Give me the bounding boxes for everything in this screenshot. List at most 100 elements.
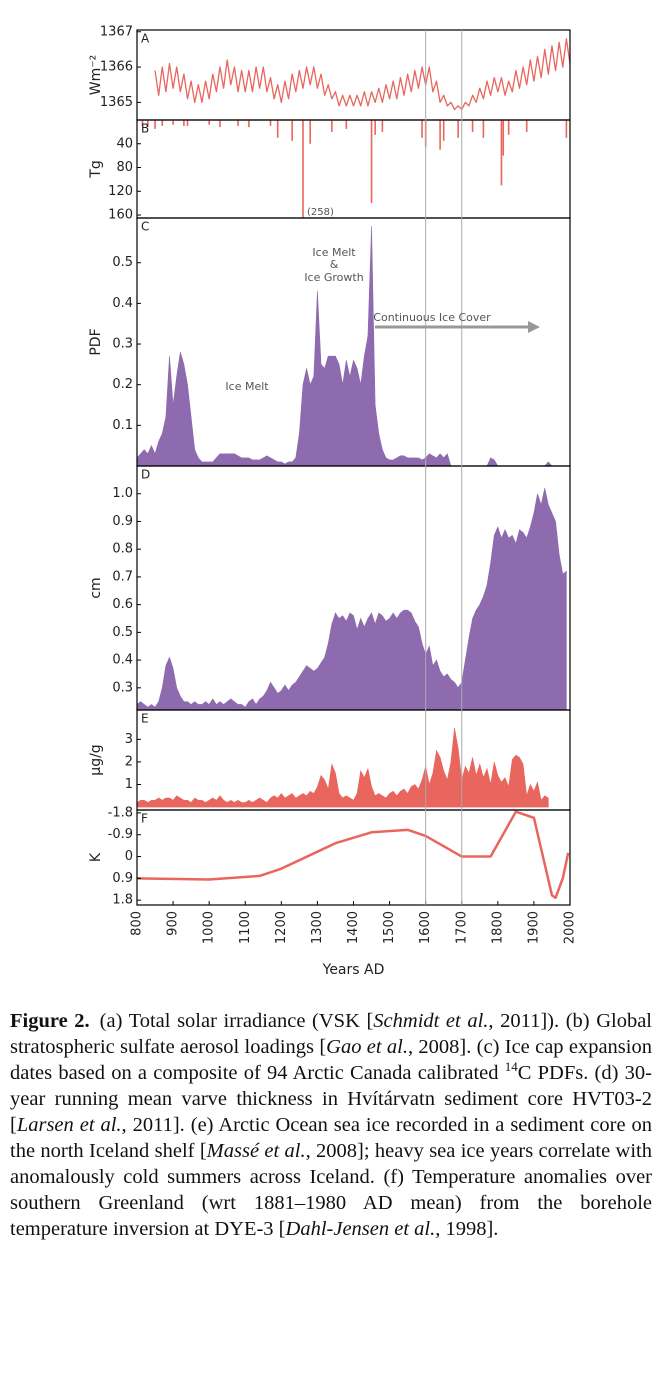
bar xyxy=(500,120,503,186)
caption-text: , 2011]. (e) Arctic Ocean sea ice record… xyxy=(10,1114,652,1162)
y-tick-label: 1366 xyxy=(100,60,133,75)
y-tick-label: 2 xyxy=(125,754,133,769)
caption: Figure 2. (a) Total solar irradiance (VSK… xyxy=(10,1008,652,1242)
bar xyxy=(186,120,189,126)
bar xyxy=(374,120,376,135)
x-axis-label: Years AD xyxy=(322,962,385,978)
x-tick-label: 800 xyxy=(130,911,145,936)
caption-text: C PDFs. (d) 30-year running mean varve t… xyxy=(10,1062,652,1136)
bar xyxy=(502,120,505,156)
y-axis-label: Tg xyxy=(88,160,104,178)
data-area xyxy=(137,488,567,710)
panel xyxy=(137,728,549,808)
y-tick-label: 0.3 xyxy=(112,337,133,352)
bar xyxy=(237,120,239,126)
panel xyxy=(137,810,570,899)
x-tick-label: 900 xyxy=(166,911,181,936)
y-axis-label: cm xyxy=(88,577,104,598)
y-axis-label: PDF xyxy=(88,328,104,355)
y-tick-label: 3 xyxy=(125,732,133,747)
y-tick-label: 0.5 xyxy=(112,255,133,270)
x-tick-label: 1300 xyxy=(310,911,325,944)
panel-frame xyxy=(136,809,571,906)
annotation: Ice Melt xyxy=(225,380,269,393)
caption-text: , 2008]; heavy sea ice years correlate w… xyxy=(10,1140,653,1240)
y-tick-label: 0 xyxy=(125,849,133,864)
y-tick-label: 0.5 xyxy=(112,625,133,640)
y-axis-label: µg/g xyxy=(88,744,104,775)
x-tick-label: 1700 xyxy=(454,911,469,944)
bar xyxy=(381,120,384,132)
data-area xyxy=(137,226,570,466)
panel-letter: D xyxy=(141,468,150,482)
y-tick-label: 40 xyxy=(116,136,133,151)
x-tick-label: 1500 xyxy=(382,911,397,944)
y-tick-label: 0.9 xyxy=(112,871,133,886)
citation: Dahl-Jensen et al. xyxy=(285,1218,436,1240)
arrow-head xyxy=(528,321,540,333)
bar xyxy=(442,120,445,141)
bar xyxy=(309,120,311,144)
bar xyxy=(331,120,333,132)
x-tick-label: 1400 xyxy=(346,911,361,944)
y-tick-label: 0.9 xyxy=(112,514,133,529)
y-tick-label: 120 xyxy=(108,184,133,199)
y-tick-label: 1.8 xyxy=(112,893,133,908)
bar xyxy=(161,120,164,126)
panel xyxy=(137,488,567,710)
bar xyxy=(208,120,210,125)
x-tick-label: 1800 xyxy=(490,911,505,944)
bar xyxy=(471,120,474,132)
y-tick-label: 0.6 xyxy=(112,597,133,612)
annotation: Ice Melt xyxy=(312,246,356,259)
bar xyxy=(370,120,373,204)
panel-letter: E xyxy=(141,712,149,726)
annotation: & xyxy=(330,258,339,271)
bar xyxy=(219,120,221,128)
annotations: Ice Melt Ice Melt & Ice Growth Continuou… xyxy=(225,246,540,393)
y-tick-label: -1.8 xyxy=(108,805,133,820)
bar xyxy=(147,120,149,128)
bar xyxy=(421,120,423,138)
caption-text: , 1998]. xyxy=(435,1218,499,1240)
bar xyxy=(482,120,485,138)
y-tick-label: 1365 xyxy=(100,95,133,110)
x-tick-label: 1100 xyxy=(238,911,253,944)
y-tick-label: -0.9 xyxy=(108,827,133,842)
y-tick-label: 1367 xyxy=(100,24,133,39)
citation: Larsen et al. xyxy=(16,1114,122,1136)
x-tick-label: 1200 xyxy=(274,911,289,944)
bar xyxy=(439,120,441,150)
bar xyxy=(302,120,304,218)
y-tick-label: 0.7 xyxy=(112,569,133,584)
y-axis-label: Wm⁻² xyxy=(88,55,104,95)
y-tick-label: 0.4 xyxy=(112,296,133,311)
caption-text: , 2008]. (c) Ice cap expansion dates bas… xyxy=(10,1036,652,1084)
x-tick-label: 2000 xyxy=(563,911,578,944)
y-tick-label: 1 xyxy=(125,777,133,792)
panel-letter: B xyxy=(141,122,149,136)
bar xyxy=(507,120,510,135)
bar xyxy=(525,120,528,132)
panel xyxy=(137,226,570,466)
annotation: Continuous Ice Cover xyxy=(373,311,491,324)
bar xyxy=(565,120,568,138)
bar xyxy=(141,120,144,126)
bar xyxy=(154,120,156,129)
y-tick-label: 80 xyxy=(116,160,133,175)
y-tick-label: 0.2 xyxy=(112,377,133,392)
value-label: (258) xyxy=(307,207,334,218)
annotation: Ice Growth xyxy=(304,271,363,284)
y-tick-label: 1.0 xyxy=(112,486,133,501)
panel-letter: A xyxy=(141,32,150,46)
bar xyxy=(248,120,250,128)
caption-label: Figure 2. xyxy=(10,1010,90,1032)
data-area xyxy=(137,728,549,808)
y-tick-label: 0.4 xyxy=(112,653,133,668)
x-tick-label: 1000 xyxy=(202,911,217,944)
y-tick-label: 160 xyxy=(108,208,133,223)
caption-text: , 2011]). (b) Global stratospheric sulfa… xyxy=(10,1010,652,1058)
bar xyxy=(345,120,348,129)
x-tick-label: 1600 xyxy=(418,911,433,944)
